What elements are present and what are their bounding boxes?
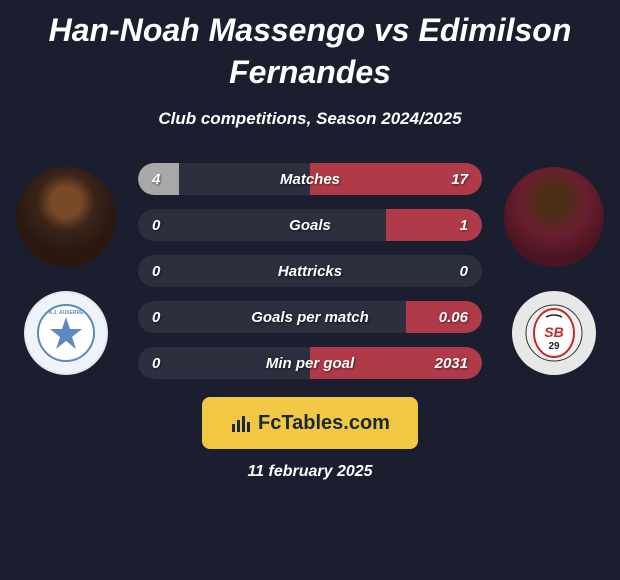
stat-row: 4 17 Matches bbox=[138, 163, 482, 195]
auxerre-logo-icon: A.J. AUXERRE bbox=[36, 303, 96, 363]
club-logo-left: A.J. AUXERRE bbox=[24, 291, 108, 375]
stat-value-left: 4 bbox=[152, 171, 160, 188]
stat-value-left: 0 bbox=[152, 217, 160, 234]
brand-badge: FcTables.com bbox=[202, 397, 418, 449]
page-title: Han-Noah Massengo vs Edimilson Fernandes bbox=[8, 10, 612, 93]
stat-value-right: 0.06 bbox=[439, 309, 468, 326]
stat-value-right: 1 bbox=[460, 217, 468, 234]
stat-value-left: 0 bbox=[152, 309, 160, 326]
svg-text:29: 29 bbox=[548, 341, 560, 352]
stat-label: Hattricks bbox=[278, 263, 342, 280]
stat-value-right: 2031 bbox=[435, 355, 468, 372]
brest-logo-icon: SB 29 bbox=[524, 303, 584, 363]
stat-row: 0 0 Hattricks bbox=[138, 255, 482, 287]
stat-value-right: 17 bbox=[451, 171, 468, 188]
stat-value-left: 0 bbox=[152, 355, 160, 372]
svg-text:A.J. AUXERRE: A.J. AUXERRE bbox=[49, 310, 84, 316]
comparison-row: A.J. AUXERRE 4 17 Matches 0 1 Goals 0 0 Hattrick… bbox=[8, 157, 612, 379]
right-player-column: SB 29 bbox=[498, 157, 610, 375]
subtitle: Club competitions, Season 2024/2025 bbox=[8, 109, 612, 129]
stat-label: Min per goal bbox=[266, 355, 354, 372]
stat-value-left: 0 bbox=[152, 263, 160, 280]
stat-label: Goals per match bbox=[251, 309, 369, 326]
brand-text: FcTables.com bbox=[258, 412, 390, 435]
footer-date: 11 february 2025 bbox=[8, 463, 612, 481]
stat-row: 0 2031 Min per goal bbox=[138, 347, 482, 379]
svg-text:SB: SB bbox=[544, 324, 563, 340]
stats-column: 4 17 Matches 0 1 Goals 0 0 Hattricks 0 0.06 Goals p… bbox=[122, 157, 498, 379]
stat-row: 0 1 Goals bbox=[138, 209, 482, 241]
stat-label: Matches bbox=[280, 171, 340, 188]
stat-value-right: 0 bbox=[460, 263, 468, 280]
player-photo-left bbox=[16, 167, 116, 267]
chart-icon bbox=[230, 412, 252, 434]
player-photo-right bbox=[504, 167, 604, 267]
stat-label: Goals bbox=[289, 217, 331, 234]
club-logo-right: SB 29 bbox=[512, 291, 596, 375]
left-player-column: A.J. AUXERRE bbox=[10, 157, 122, 375]
stat-row: 0 0.06 Goals per match bbox=[138, 301, 482, 333]
